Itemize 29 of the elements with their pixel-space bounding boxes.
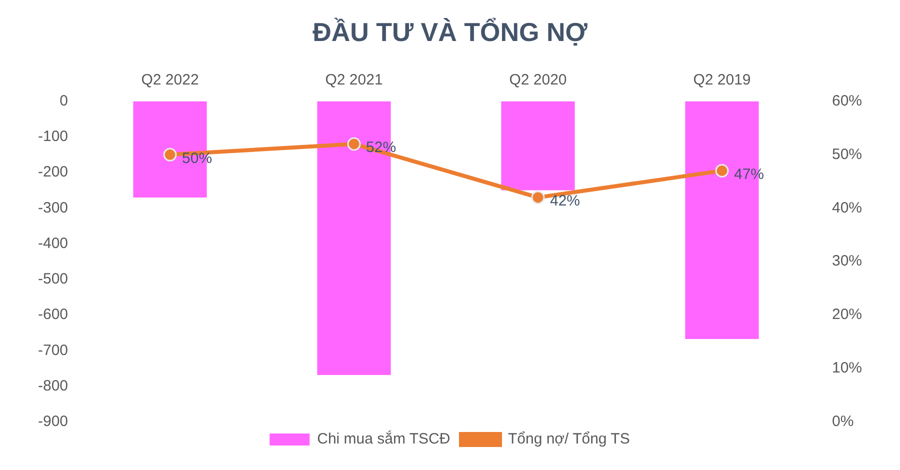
y2-tick-label: 10% [832,360,862,377]
y-tick-label: -500 [38,270,68,288]
x-tick-label: Q2 2020 [509,71,567,88]
y-tick-label: 0 [60,92,68,110]
point [163,148,177,162]
y2-tick-label: 0% [832,413,854,430]
y-tick-label: -100 [38,128,68,145]
legend-label: Tổng nợ/ Tổng TS [508,430,630,448]
y-tick-label: -300 [38,199,68,216]
point [531,190,545,204]
x-tick-label: Q2 2021 [325,71,383,88]
x-tick-label: Q2 2022 [141,71,199,88]
point [715,164,729,178]
y-tick-label: -800 [38,377,68,394]
y-tick-label: -700 [38,342,68,359]
y-tick-label: -900 [38,413,68,430]
y2-tick-label: 30% [832,252,862,270]
data-label: 42% [550,192,580,210]
y2-tick-label: 50% [832,146,862,163]
legend-label: Chi mua sắm TSCĐ [317,430,450,448]
y2-tick-label: 40% [832,199,862,216]
y-tick-label: -400 [38,234,68,252]
x-tick-label: Q2 2019 [693,71,751,88]
chart-title: ĐẦU TƯ VÀ TỔNG NỢ [312,16,588,47]
y-tick-label: -200 [38,164,68,181]
point [347,137,361,151]
y2-tick-label: 20% [832,306,862,324]
y2-tick-label: 60% [832,92,862,110]
y-tick-label: -600 [38,306,68,324]
